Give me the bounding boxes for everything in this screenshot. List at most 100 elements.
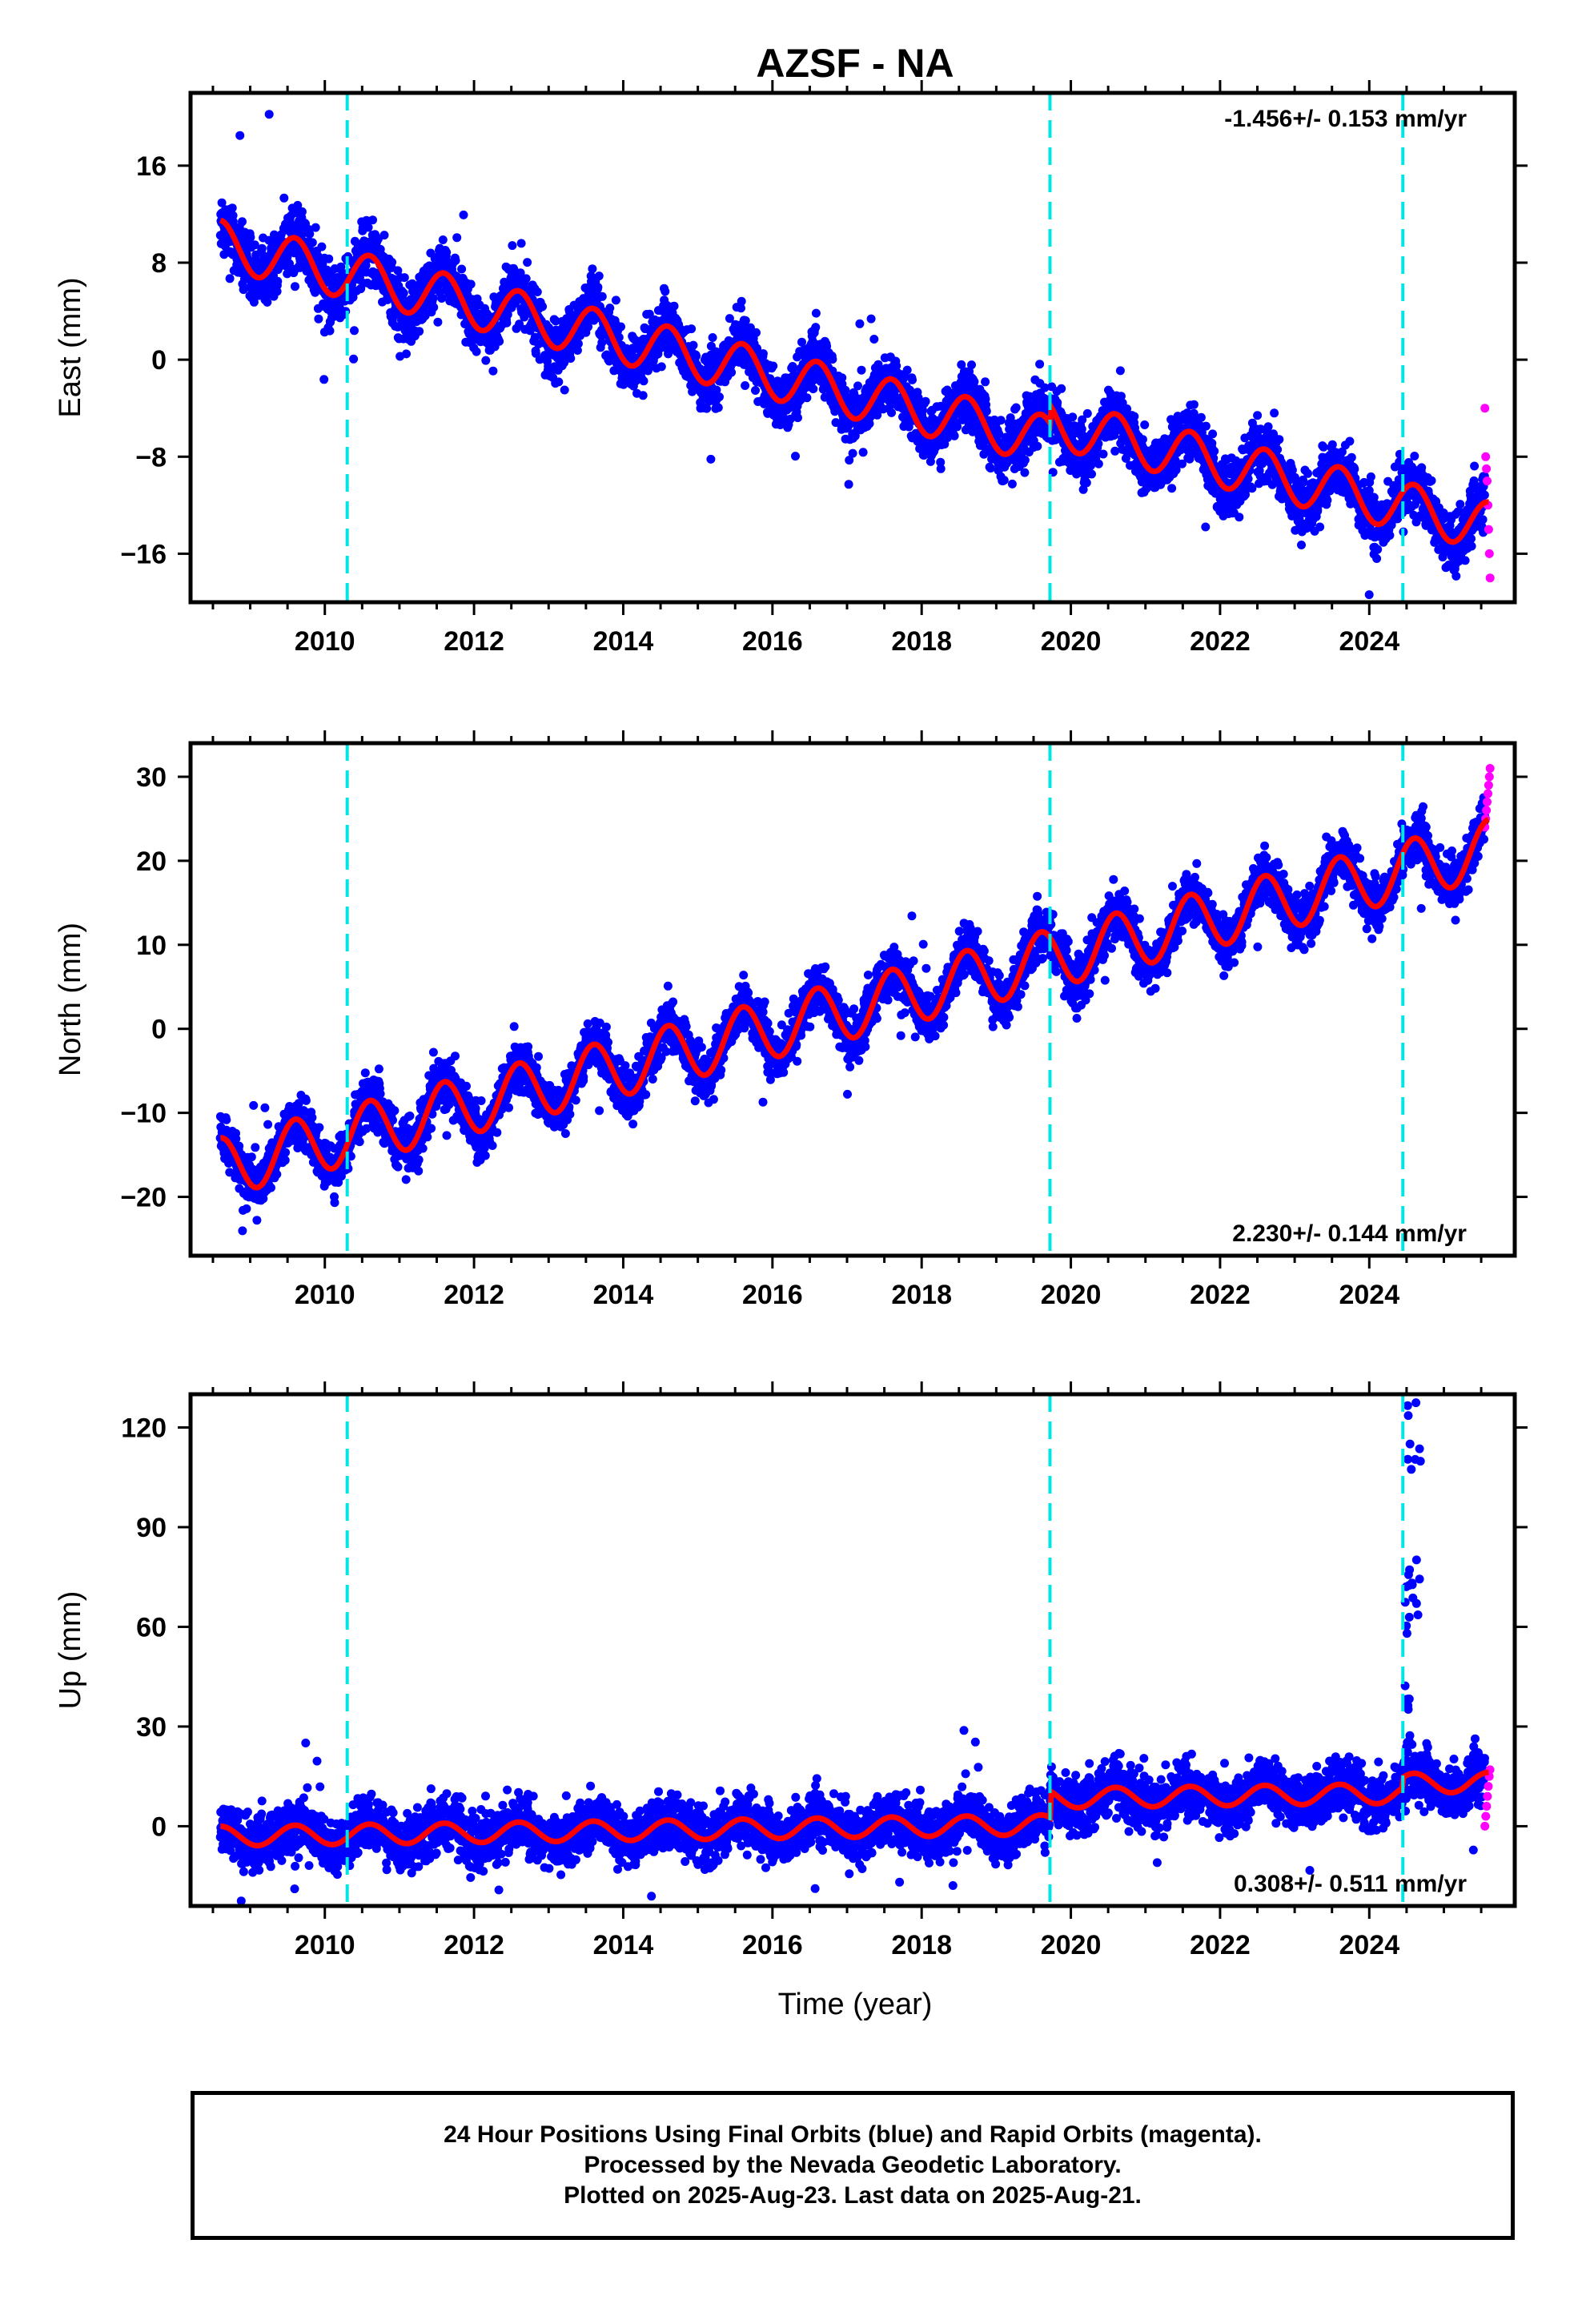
data-point	[1456, 500, 1465, 509]
data-point	[399, 288, 408, 298]
data-point	[1364, 486, 1374, 495]
data-point	[1178, 459, 1186, 468]
data-point	[999, 476, 1009, 485]
data-point	[1467, 541, 1476, 551]
data-point	[502, 318, 512, 328]
data-point	[532, 287, 542, 296]
data-point	[452, 233, 462, 243]
data-point	[263, 297, 272, 307]
data-point	[293, 200, 303, 210]
data-point	[713, 403, 723, 412]
data-point	[811, 323, 821, 332]
data-point	[1410, 452, 1419, 460]
data-point	[1082, 408, 1092, 418]
data-point	[706, 454, 716, 464]
data-point	[246, 232, 255, 242]
data-point	[986, 464, 995, 473]
data-point	[853, 381, 862, 391]
data-point	[936, 457, 946, 467]
data-point	[317, 242, 327, 251]
data-point	[788, 364, 797, 374]
data-point	[869, 335, 879, 344]
data-point	[1275, 435, 1284, 444]
data-point	[438, 235, 448, 244]
data-point	[741, 316, 750, 325]
data-point	[573, 339, 583, 348]
data-point	[1115, 366, 1125, 376]
data-point	[257, 243, 267, 253]
data-point	[921, 396, 930, 406]
data-point	[597, 338, 607, 348]
data-point	[639, 376, 648, 386]
data-point	[866, 314, 876, 324]
data-point	[1201, 522, 1211, 532]
data-point	[1325, 486, 1335, 496]
data-point	[793, 413, 802, 423]
data-point	[967, 360, 976, 370]
data-point	[1007, 479, 1017, 489]
data-point	[348, 292, 358, 302]
data-point	[808, 376, 817, 385]
data-point	[273, 276, 283, 286]
data-point	[1110, 446, 1120, 456]
data-point	[239, 285, 248, 295]
data-point	[279, 193, 289, 203]
data-point	[996, 416, 1006, 425]
data-point	[503, 310, 512, 320]
data-point	[611, 296, 620, 305]
data-point	[523, 258, 532, 267]
final-orbit-points	[215, 110, 1489, 600]
data-point	[837, 373, 847, 383]
data-point	[1452, 571, 1461, 581]
data-point	[855, 319, 865, 328]
data-point	[811, 308, 821, 318]
data-point	[936, 464, 946, 473]
data-point	[1138, 435, 1147, 444]
plot-area	[215, 93, 1495, 602]
data-point	[554, 377, 564, 387]
data-point	[1082, 478, 1091, 488]
data-point	[802, 393, 812, 403]
data-point	[845, 456, 854, 465]
chart-title: AZSF - NA	[756, 41, 954, 86]
data-point	[982, 400, 991, 409]
data-point	[1467, 534, 1476, 544]
data-point	[1068, 412, 1078, 422]
data-point	[1411, 517, 1421, 527]
data-point	[442, 247, 452, 257]
data-point	[311, 223, 320, 232]
data-point	[379, 231, 389, 240]
data-point	[1287, 465, 1297, 475]
data-point	[1094, 439, 1103, 448]
data-point	[1078, 485, 1088, 494]
data-point	[572, 346, 582, 355]
data-point	[644, 309, 654, 319]
data-point	[902, 365, 912, 375]
data-point	[1373, 545, 1383, 554]
data-point	[715, 392, 724, 402]
data-point	[850, 431, 860, 440]
data-point	[1347, 452, 1356, 462]
data-point	[225, 274, 235, 283]
data-point	[1235, 513, 1244, 522]
data-point	[616, 322, 625, 332]
data-point	[858, 448, 868, 457]
data-point	[708, 333, 717, 342]
data-point	[217, 198, 227, 207]
data-point	[1116, 392, 1126, 401]
data-point	[741, 381, 750, 390]
data-point	[1273, 444, 1283, 454]
data-point	[1297, 485, 1307, 494]
data-point	[516, 239, 526, 248]
data-point	[428, 294, 438, 303]
data-point	[1385, 531, 1395, 540]
data-point	[605, 304, 615, 313]
data-point	[325, 326, 335, 336]
data-point	[466, 279, 476, 289]
data-point	[791, 452, 800, 461]
data-point	[865, 419, 874, 428]
data-point	[227, 203, 237, 213]
data-point	[1098, 449, 1108, 459]
data-point	[1469, 476, 1479, 485]
data-point	[250, 240, 259, 250]
